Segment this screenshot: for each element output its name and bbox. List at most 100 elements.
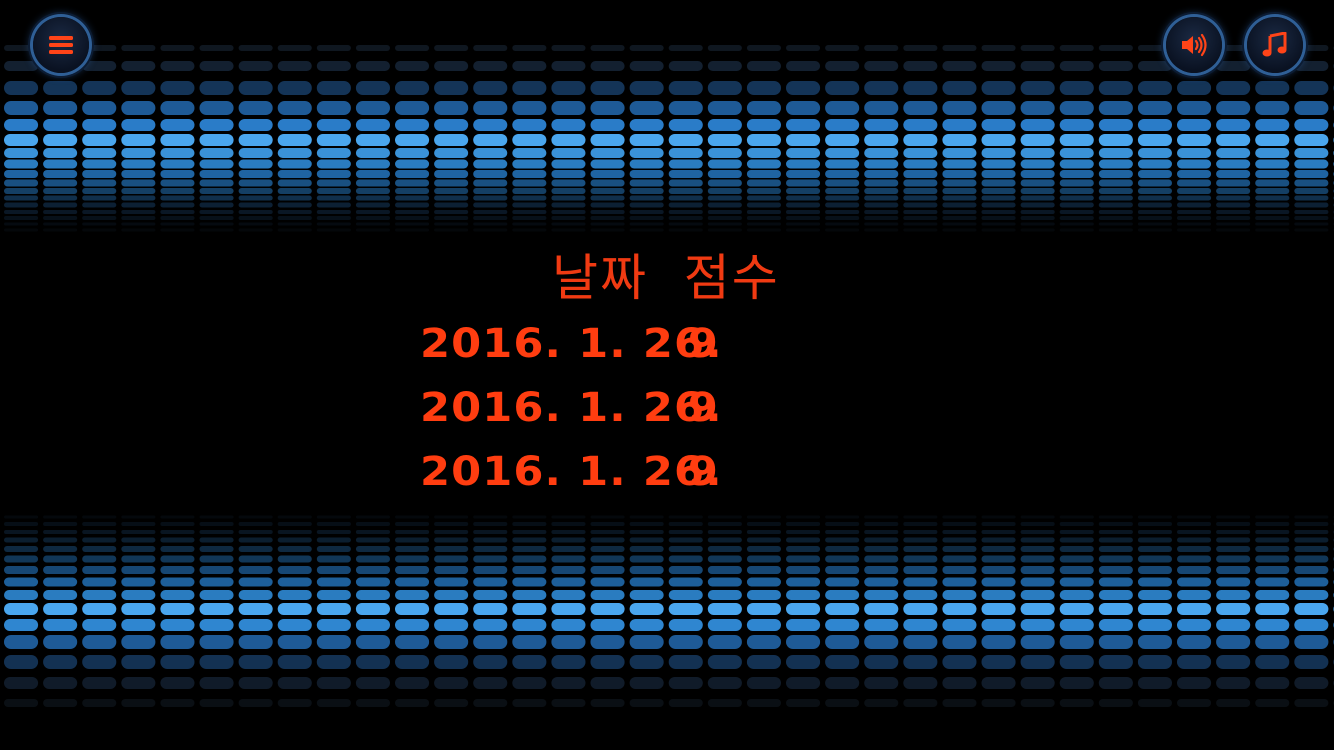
equalizer-segment (629, 179, 664, 187)
equalizer-segment (277, 515, 312, 519)
equalizer-segment (707, 515, 742, 519)
sound-toggle-button[interactable] (1166, 17, 1222, 73)
equalizer-segment (43, 222, 78, 226)
equalizer-segment (1020, 655, 1055, 669)
equalizer-segment (1137, 546, 1172, 552)
equalizer-segment (160, 170, 195, 178)
equalizer-segment (903, 179, 938, 187)
equalizer-segment (43, 179, 78, 187)
equalizer-segment (160, 45, 195, 51)
equalizer-segment (434, 101, 469, 115)
equalizer-segment (355, 188, 390, 194)
equalizer-segment (238, 537, 273, 543)
equalizer-segment (199, 101, 234, 115)
equalizer-segment (434, 577, 469, 587)
equalizer-segment (551, 61, 586, 71)
equalizer-segment (121, 202, 156, 208)
menu-button[interactable] (33, 17, 89, 73)
equalizer-segment (395, 210, 430, 214)
equalizer-segment (1059, 590, 1094, 600)
music-toggle-button[interactable] (1247, 17, 1303, 73)
equalizer-segment (786, 148, 821, 158)
equalizer-segment (238, 530, 273, 534)
equalizer-segment (43, 515, 78, 519)
equalizer-segment (746, 635, 781, 649)
equalizer-segment (1255, 210, 1290, 214)
equalizer-segment (629, 159, 664, 169)
equalizer-segment (199, 522, 234, 526)
equalizer-segment (355, 522, 390, 526)
equalizer-segment (43, 635, 78, 649)
equalizer-segment (238, 603, 273, 615)
equalizer-segment (629, 188, 664, 194)
equalizer-segment (1255, 101, 1290, 115)
equalizer-segment (707, 537, 742, 543)
equalizer-segment (316, 546, 351, 552)
equalizer-segment (395, 81, 430, 95)
equalizer-segment (590, 530, 625, 534)
equalizer-segment (1020, 45, 1055, 51)
equalizer-segment (277, 566, 312, 574)
equalizer-segment (629, 619, 664, 631)
equalizer-segment (316, 577, 351, 587)
equalizer-segment (629, 546, 664, 552)
equalizer-segment (238, 179, 273, 187)
equalizer-segment (395, 222, 430, 226)
equalizer-segment (825, 188, 860, 194)
equalizer-segment (1059, 577, 1094, 587)
equalizer-segment (707, 699, 742, 707)
equalizer-segment (277, 134, 312, 146)
equalizer-segment (668, 148, 703, 158)
equalizer-segment (434, 228, 469, 232)
equalizer-segment (277, 119, 312, 131)
equalizer-segment (316, 522, 351, 526)
equalizer-segment (864, 222, 899, 226)
equalizer-segment (551, 45, 586, 51)
equalizer-segment (786, 216, 821, 220)
equalizer-segment (277, 81, 312, 95)
equalizer-segment (43, 134, 78, 146)
equalizer-segment (707, 566, 742, 574)
equalizer-segment (1177, 195, 1212, 201)
equalizer-segment (1255, 216, 1290, 220)
equalizer-segment (82, 222, 117, 226)
equalizer-segment (316, 590, 351, 600)
equalizer-segment (1177, 555, 1212, 563)
equalizer-segment (1137, 45, 1172, 51)
equalizer-segment (903, 555, 938, 563)
equalizer-segment (746, 202, 781, 208)
equalizer-segment (434, 590, 469, 600)
equalizer-segment (551, 148, 586, 158)
equalizer-segment (1255, 222, 1290, 226)
equalizer-segment (551, 699, 586, 707)
equalizer-segment (786, 537, 821, 543)
equalizer-segment (1216, 61, 1251, 71)
equalizer-segment (434, 195, 469, 201)
equalizer-segment (707, 635, 742, 649)
equalizer-segment (277, 530, 312, 534)
equalizer-segment (473, 546, 508, 552)
equalizer-segment (473, 590, 508, 600)
equalizer-segment (238, 45, 273, 51)
equalizer-segment (43, 522, 78, 526)
equalizer-segment (629, 148, 664, 158)
equalizer-segment (1216, 159, 1251, 169)
equalizer-segment (1137, 699, 1172, 707)
equalizer-segment (121, 210, 156, 214)
equalizer-segment (277, 179, 312, 187)
equalizer-segment (551, 577, 586, 587)
equalizer-segment (160, 179, 195, 187)
equalizer-segment (1294, 515, 1329, 519)
equalizer-segment (551, 81, 586, 95)
equalizer-segment (551, 515, 586, 519)
equalizer-segment (82, 210, 117, 214)
equalizer-segment (316, 699, 351, 707)
equalizer-segment (1177, 515, 1212, 519)
equalizer-segment (121, 101, 156, 115)
equalizer-segment (551, 216, 586, 220)
equalizer-segment (199, 566, 234, 574)
equalizer-segment (1098, 159, 1133, 169)
equalizer-segment (746, 603, 781, 615)
equalizer-segment (590, 170, 625, 178)
equalizer-segment (746, 179, 781, 187)
